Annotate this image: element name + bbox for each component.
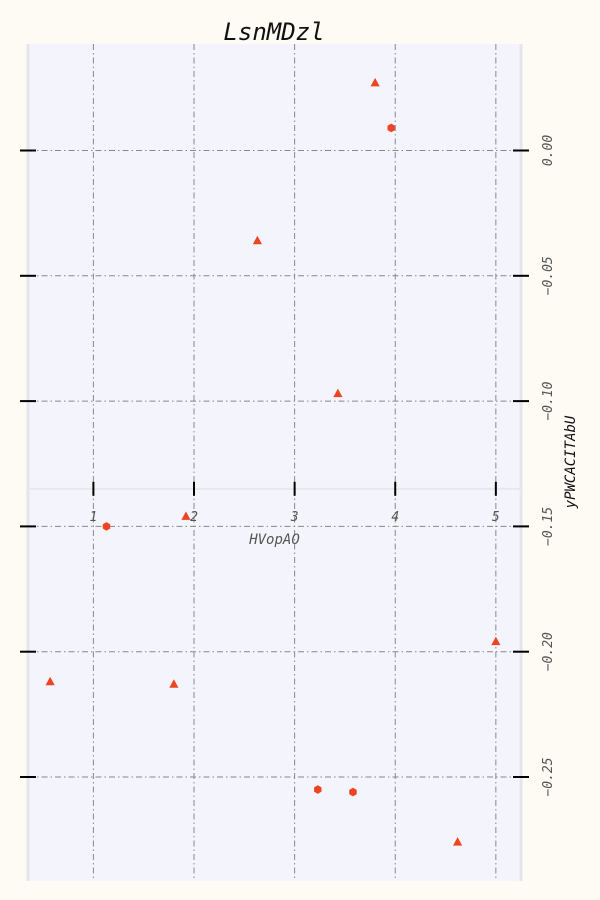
x-axis-label: HVopAO [248,532,300,548]
x-tick-label: 2 [190,510,198,525]
y-tick-label: 0.00 [541,135,556,166]
triangle-point [333,388,343,398]
y-tick-label: −0.25 [541,757,556,796]
hexagon-point [349,787,357,797]
triangle-point [453,837,463,846]
y-axis-label: yPWCACITAbU [563,415,579,509]
triangle-point [370,77,380,87]
x-tick-label: 4 [391,510,399,525]
y-tick-label: −0.05 [541,256,556,295]
hexagon-point [387,123,395,133]
triangle-point [169,679,179,688]
chart-title: LsnMDzl [223,18,324,46]
y-tick-label: −0.10 [541,381,556,420]
data-points [45,77,501,846]
triangle-point [45,676,55,686]
x-tick-label: 3 [290,510,299,525]
y-tick-label: −0.20 [541,632,556,671]
x-axis-ticks: 1 2 3 4 5 [89,481,500,525]
triangle-point [252,235,262,245]
plot-background [28,44,521,881]
triangle-point [491,636,501,646]
triangle-point [181,511,191,520]
y-axis-ticks: 0.00 −0.05 −0.10 −0.15 −0.20 −0.25 [20,135,556,797]
x-tick-label: 5 [492,510,500,525]
x-tick-label: 1 [89,510,97,525]
y-tick-label: −0.15 [541,507,556,546]
hexagon-point [102,522,111,531]
hexagon-point [314,785,322,794]
